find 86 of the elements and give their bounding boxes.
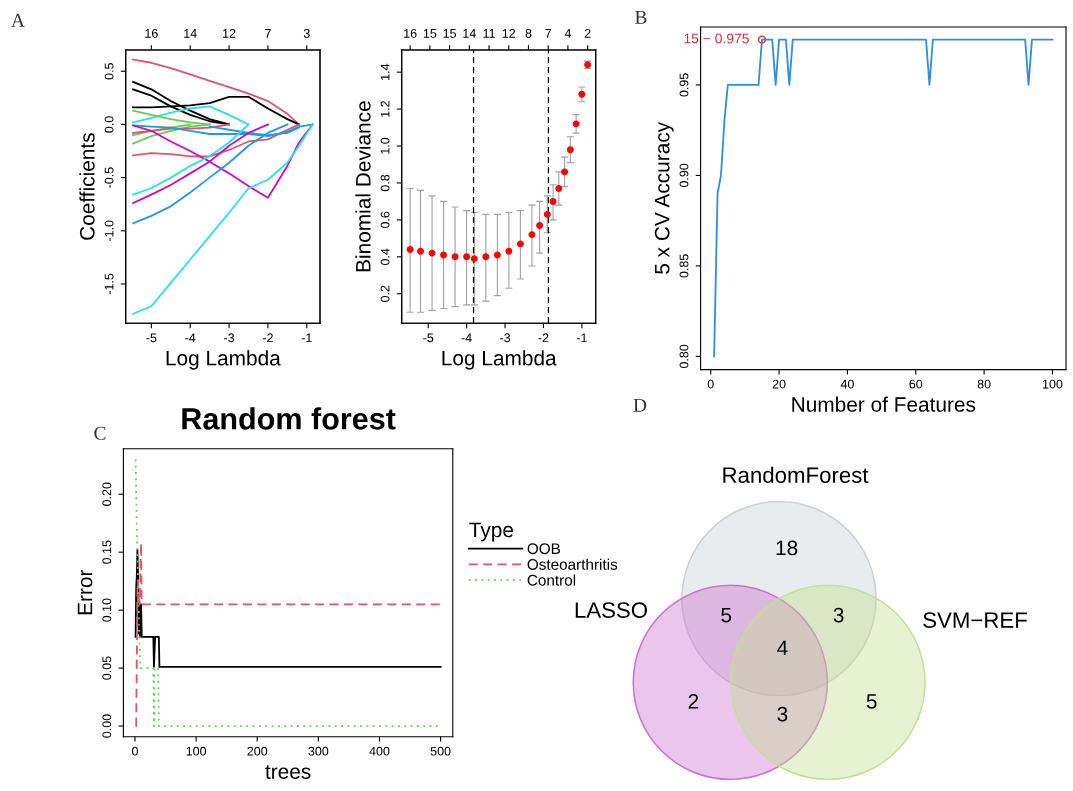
y-tick-label: 0.20 [102, 482, 112, 506]
x-tick-label: 20 [772, 379, 786, 389]
y-tick-label: 0.5 [104, 63, 114, 80]
text: B [635, 10, 647, 24]
x-tick-label: 100 [1042, 379, 1063, 389]
x-tick-label: -2 [538, 333, 549, 343]
text: 16 [145, 28, 158, 38]
x-tick-label: 300 [308, 746, 329, 756]
x-tick-label: 60 [909, 379, 923, 389]
x-tick-label: -4 [461, 333, 472, 343]
text: D [633, 398, 647, 412]
y-axis-title: Error [77, 569, 93, 615]
y-tick-label: 0.05 [102, 656, 112, 680]
annotation: 15 − 0.975 [684, 33, 749, 44]
text: 18 [776, 540, 798, 556]
text: 7 [545, 29, 552, 38]
text: 16 [404, 28, 417, 38]
y-tick-label: 0.90 [679, 163, 689, 188]
y-axis-title: 5 x CV Accuracy [654, 121, 674, 274]
text: 3 [777, 706, 788, 722]
y-axis-title: Coefficients [79, 133, 95, 240]
text: A [11, 13, 25, 27]
text: 14 [184, 29, 197, 38]
text: 5 [721, 607, 732, 623]
x-tick-label: 400 [369, 746, 390, 756]
y-tick-label: 0.4 [380, 248, 390, 266]
legend-title: Type [469, 522, 514, 542]
x-axis-title: Log Lambda [442, 350, 557, 370]
y-axis-title: Binomial Deviance [355, 101, 371, 272]
text: 14 [463, 29, 476, 38]
text: C [94, 426, 106, 440]
y-tick-label: 1.4 [380, 63, 390, 80]
text: 2 [584, 28, 591, 38]
x-tick-label: -4 [185, 333, 196, 343]
y-tick-label: 0.85 [679, 254, 689, 278]
text: 12 [223, 28, 236, 38]
y-tick-label: 0.80 [679, 344, 689, 369]
text: 15 [443, 29, 457, 38]
y-tick-label: 0.10 [102, 598, 112, 622]
y-tick-label: 0.15 [102, 540, 112, 564]
text: 11 [483, 29, 495, 38]
chart-title: Random forest [182, 407, 396, 430]
x-tick-label: 80 [977, 379, 991, 389]
text: 12 [502, 28, 516, 38]
x-tick-label: -3 [224, 333, 235, 343]
text: 2 [688, 693, 699, 709]
text: 3 [303, 28, 310, 38]
y-tick-label: 0.2 [380, 285, 390, 302]
y-tick-label: -1.5 [104, 273, 114, 295]
y-tick-label: 0.0 [104, 116, 114, 133]
x-tick-label: 40 [840, 379, 854, 389]
x-tick-label: -1 [576, 333, 587, 343]
x-tick-label: 200 [247, 746, 268, 756]
x-tick-label: -5 [146, 333, 157, 343]
x-tick-label: 0 [132, 746, 138, 756]
category-label: LASSO [575, 602, 647, 618]
legend-label: Control [527, 574, 576, 586]
x-tick-label: -2 [262, 333, 273, 343]
text: 4 [777, 640, 788, 656]
y-tick-label: -0.5 [104, 167, 114, 188]
x-tick-label: 500 [430, 746, 451, 756]
text: 7 [265, 29, 271, 38]
y-tick-label: 1.0 [380, 137, 390, 154]
x-axis-title: trees [265, 765, 311, 779]
x-axis-title: Number of Features [792, 396, 976, 412]
text: 4 [564, 29, 572, 38]
x-tick-label: 0 [707, 379, 714, 389]
text: 3 [833, 607, 844, 623]
x-axis-title: Log Lambda [166, 350, 281, 370]
category-label: SVM−REF [923, 612, 1027, 628]
y-tick-label: 1.2 [380, 101, 390, 117]
x-tick-label: -1 [301, 333, 312, 343]
text: 15 [423, 29, 437, 38]
y-tick-label: 0.6 [380, 211, 390, 229]
y-tick-label: -1.0 [104, 220, 114, 241]
y-tick-label: 0.8 [380, 174, 390, 192]
category-label: RandomForest [723, 466, 869, 483]
x-tick-label: -5 [423, 333, 434, 343]
legend-label: Osteoarthritis [527, 558, 618, 570]
legend-label: OOB [527, 543, 560, 555]
text: 8 [525, 28, 532, 38]
text: 5 [866, 694, 877, 709]
y-tick-label: 0.00 [102, 714, 112, 738]
x-tick-label: -3 [500, 333, 511, 343]
y-tick-label: 0.95 [679, 73, 689, 97]
x-tick-label: 100 [186, 746, 207, 756]
